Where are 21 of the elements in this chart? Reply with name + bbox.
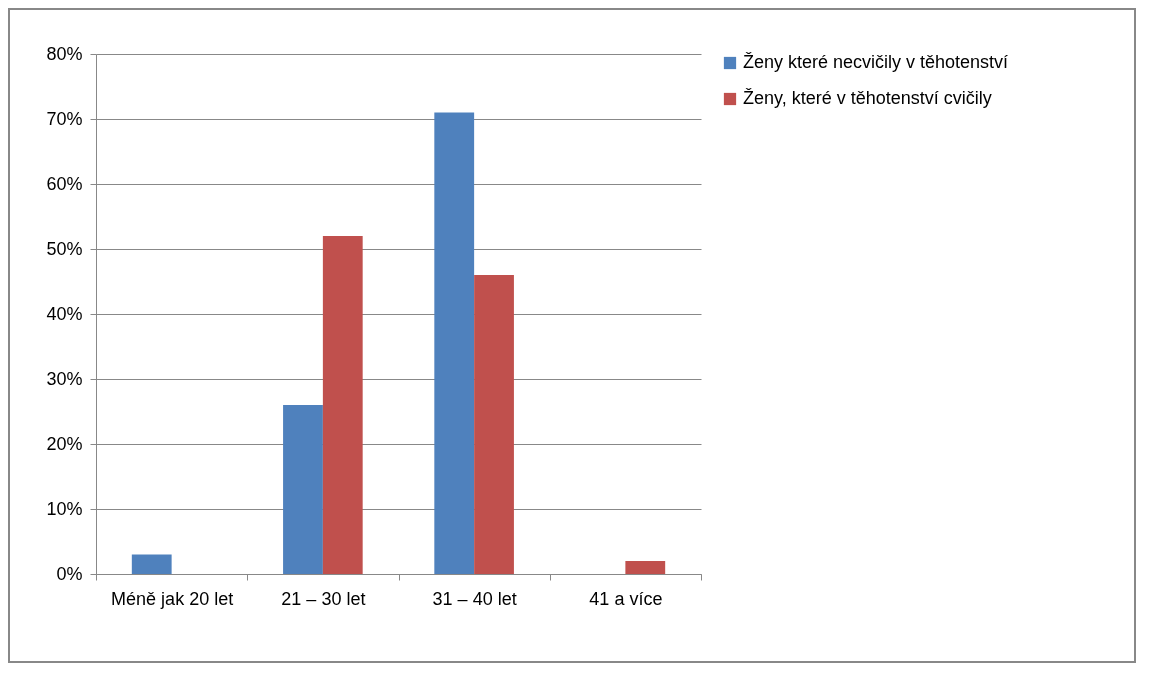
y-tick-label: 20% xyxy=(46,433,83,454)
y-tick-label: 10% xyxy=(46,498,83,519)
bar xyxy=(283,405,323,574)
bar xyxy=(434,112,475,574)
bar xyxy=(625,561,666,574)
bar xyxy=(474,275,514,574)
x-tick-label: 21 – 30 let xyxy=(281,588,366,609)
y-tick-label: 40% xyxy=(46,303,83,324)
legend-label: Ženy které necvičily v těhotenství xyxy=(743,52,1009,72)
bar xyxy=(131,554,172,574)
y-tick-label: 60% xyxy=(46,173,83,194)
x-tick-label: 31 – 40 let xyxy=(432,588,517,609)
x-tick-label: Méně jak 20 let xyxy=(111,588,234,609)
y-tick-label: 0% xyxy=(56,563,83,584)
y-tick-label: 80% xyxy=(46,43,83,64)
y-tick-label: 70% xyxy=(46,108,83,129)
bar xyxy=(322,236,363,574)
legend-label: Ženy, které v těhotenství cvičily xyxy=(743,88,992,108)
y-tick-label: 30% xyxy=(46,368,83,389)
x-tick-label: 41 a více xyxy=(589,588,663,609)
y-tick-label: 50% xyxy=(46,238,83,259)
